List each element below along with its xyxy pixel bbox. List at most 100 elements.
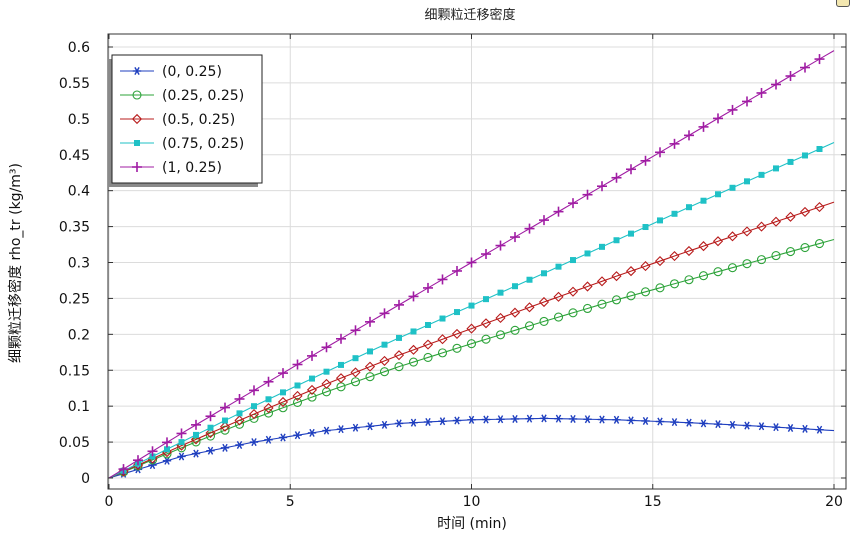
y-tick-label: 0.55: [59, 76, 90, 92]
legend-marker: [131, 113, 143, 125]
data-point: [785, 211, 796, 222]
data-point: [219, 421, 231, 432]
data-point: [567, 286, 579, 297]
legend-item: (0.25, 0.25): [120, 88, 244, 104]
y-tick-label: 0.05: [59, 435, 90, 451]
data-point: [712, 236, 724, 247]
data-point: [584, 250, 591, 257]
data-point: [467, 415, 476, 424]
data-point: [280, 389, 286, 396]
data-point: [338, 361, 344, 368]
data-point: [596, 276, 608, 287]
data-point: [234, 393, 245, 404]
data-point: [379, 367, 390, 377]
data-point: [684, 130, 694, 141]
data-point: [452, 265, 462, 276]
data-point: [742, 421, 752, 430]
data-point: [773, 165, 779, 172]
data-point: [756, 255, 767, 265]
data-point: [481, 249, 491, 260]
legend-item: (0.5, 0.25): [120, 112, 235, 128]
legend-marker: [132, 66, 142, 76]
data-point: [756, 87, 767, 98]
data-point: [758, 171, 765, 178]
data-point: [597, 415, 607, 424]
data-point: [655, 283, 665, 293]
data-point: [394, 419, 404, 428]
data-point: [133, 455, 143, 466]
app-corner-icon[interactable]: [836, 0, 850, 7]
data-point: [452, 416, 462, 425]
data-point: [727, 104, 738, 115]
data-point: [495, 312, 506, 324]
data-point: [741, 226, 753, 237]
data-point: [669, 250, 680, 262]
series-line: [108, 201, 835, 479]
data-point: [394, 362, 404, 372]
y-axis-label: 细颗粒迁移密度 rho_tr (kg/m³): [7, 163, 24, 363]
data-point: [205, 431, 216, 441]
data-point: [278, 368, 288, 379]
data-point: [626, 291, 636, 301]
data-point: [162, 437, 172, 448]
data-point: [351, 423, 360, 432]
data-point: [655, 417, 665, 426]
data-point: [423, 352, 433, 363]
series-line: [108, 238, 835, 479]
x-axis-ticks: 0 5 10 15 20: [105, 34, 843, 510]
data-point: [321, 378, 332, 389]
data-point: [684, 275, 694, 285]
data-point: [568, 414, 578, 423]
data-point: [321, 342, 332, 353]
data-point: [496, 415, 505, 424]
data-point: [164, 446, 170, 453]
y-tick-label: 0: [81, 471, 90, 487]
data-point: [277, 396, 289, 408]
data-point: [249, 438, 259, 447]
data-point: [481, 334, 491, 344]
legend-marker: [134, 140, 140, 146]
y-tick-label: 0.4: [68, 184, 90, 200]
data-point: [742, 96, 752, 107]
data-point: [352, 355, 359, 362]
data-point: [149, 453, 156, 460]
x-tick-label: 15: [644, 494, 662, 510]
data-point: [686, 204, 692, 211]
data-point: [278, 433, 288, 442]
data-point: [698, 271, 709, 281]
data-point: [176, 428, 187, 439]
data-point: [582, 281, 593, 292]
data-point: [729, 184, 736, 191]
data-point: [509, 307, 521, 318]
data-point: [264, 435, 273, 444]
legend-label: (1, 0.25): [162, 160, 222, 176]
data-point: [235, 440, 244, 449]
data-point: [205, 427, 216, 439]
data-point: [466, 323, 477, 334]
data-point: [307, 428, 317, 437]
data-point: [322, 426, 331, 435]
data-point: [583, 415, 592, 424]
data-point: [539, 215, 549, 226]
x-axis-label: 时间 (min): [437, 516, 507, 532]
series-square: [108, 142, 835, 479]
y-tick-label: 0.25: [59, 291, 90, 307]
data-point: [425, 321, 431, 328]
data-point: [292, 397, 303, 407]
data-point: [744, 178, 750, 185]
legend-label: (0.75, 0.25): [162, 136, 244, 152]
data-point: [336, 425, 346, 434]
data-point: [568, 308, 578, 318]
data-point: [698, 241, 709, 252]
data-point: [408, 291, 419, 302]
data-point: [396, 334, 402, 341]
data-point: [713, 420, 723, 429]
data-point: [524, 321, 535, 331]
data-point: [437, 274, 448, 285]
data-point: [292, 390, 303, 402]
data-point: [510, 414, 520, 423]
data-point: [394, 299, 404, 310]
data-point: [190, 434, 202, 445]
data-point: [683, 245, 695, 257]
